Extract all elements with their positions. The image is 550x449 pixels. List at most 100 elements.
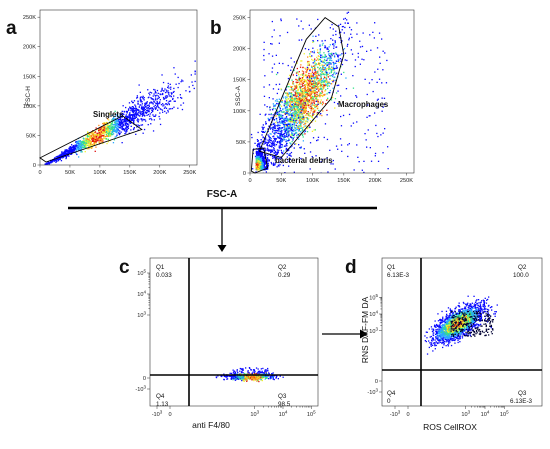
singlet-event	[141, 101, 143, 103]
macrophage-event	[276, 153, 278, 155]
macrophage-event	[330, 71, 332, 74]
macrophage-event	[269, 106, 271, 108]
singlet-event	[90, 141, 92, 143]
singlet-event	[125, 120, 127, 123]
singlet-event	[146, 101, 148, 103]
singlet-event	[121, 128, 123, 130]
macrophage-event	[325, 77, 328, 79]
macrophage-event	[276, 102, 278, 105]
singlet-event	[123, 121, 125, 123]
singlet-event	[145, 106, 147, 108]
sparse-event	[339, 23, 342, 25]
macrophage-event	[271, 127, 273, 129]
macrophage-event	[338, 36, 341, 39]
macrophage-event	[284, 128, 286, 130]
singlet-event	[157, 106, 159, 108]
debris-event	[263, 157, 265, 159]
singlet-event	[87, 140, 89, 142]
macrophage-event	[312, 41, 314, 43]
singlet-event	[59, 154, 61, 156]
macrophage-event	[298, 129, 300, 131]
macrophage-event	[308, 99, 311, 101]
macrophage-event	[273, 122, 275, 125]
singlet-event	[165, 100, 168, 102]
debris-event	[261, 164, 263, 166]
macrophage-event	[279, 130, 281, 132]
macrophage-event	[297, 98, 299, 100]
singlet-event	[117, 115, 119, 117]
macrophage-event	[336, 72, 338, 74]
singlet-event	[166, 91, 168, 93]
singlet-event	[98, 128, 100, 130]
singlet-event	[91, 133, 93, 135]
macrophage-event	[292, 98, 294, 100]
macrophage-event	[299, 88, 302, 90]
singlet-event	[121, 126, 123, 129]
macrophage-event	[301, 90, 304, 92]
macrophage-event	[296, 62, 298, 64]
sparse-event	[303, 148, 305, 150]
debris-event	[255, 162, 257, 164]
macrophage-event	[299, 94, 301, 97]
singlet-event	[142, 118, 144, 120]
macrophage-event	[304, 67, 306, 69]
macrophage-event	[304, 88, 306, 90]
macrophage-event	[327, 76, 329, 78]
macrophage-event	[319, 101, 322, 103]
debris-event	[257, 143, 259, 146]
macrophage-event	[312, 86, 315, 88]
macrophage-event	[281, 121, 283, 124]
sparse-event	[329, 149, 331, 151]
macrophage-event	[295, 112, 297, 114]
singlet-event	[67, 152, 69, 154]
macrophage-event	[334, 40, 336, 42]
macrophage-event	[298, 130, 300, 132]
macrophage-event	[324, 83, 327, 85]
macrophage-event	[301, 118, 303, 121]
macrophage-event	[313, 89, 315, 92]
macrophage-event	[315, 77, 318, 79]
sparse-event	[264, 104, 266, 106]
macrophage-event	[317, 83, 319, 85]
macrophage-event	[312, 75, 314, 77]
macrophage-event	[318, 62, 320, 64]
macrophage-event	[321, 60, 323, 62]
sparse-event	[312, 40, 314, 42]
singlet-event	[132, 110, 134, 112]
macrophage-event	[278, 111, 280, 113]
sparse-event	[276, 92, 278, 95]
macrophage-event	[284, 122, 286, 125]
singlet-event	[89, 141, 91, 143]
singlet-event	[103, 132, 105, 134]
debris-event	[267, 164, 270, 166]
macrophage-event	[302, 71, 305, 73]
macrophage-event	[321, 114, 323, 117]
sparse-event	[297, 134, 299, 136]
macrophage-event	[281, 140, 283, 143]
macrophage-event	[300, 127, 302, 129]
sparse-event	[287, 64, 289, 67]
macrophage-event	[311, 79, 314, 82]
sparse-event	[317, 139, 319, 141]
sparse-event	[272, 98, 274, 100]
macrophage-event	[276, 113, 279, 115]
singlet-event	[132, 111, 135, 113]
macrophage-event	[314, 58, 316, 60]
debris-event	[261, 153, 263, 155]
singlet-event	[131, 110, 134, 113]
sparse-event	[298, 144, 300, 146]
singlet-event	[76, 153, 78, 156]
macrophage-event	[267, 130, 269, 133]
singlet-event	[76, 140, 79, 143]
debris-event	[257, 146, 259, 148]
macrophage-event	[302, 110, 304, 112]
macrophage-event	[319, 44, 321, 46]
sparse-event	[382, 50, 384, 52]
macrophage-event	[311, 97, 313, 99]
sparse-event	[357, 156, 359, 158]
macrophage-event	[281, 140, 283, 142]
macrophage-event	[281, 120, 283, 122]
singlet-event	[92, 139, 94, 142]
macrophage-event	[273, 142, 275, 144]
macrophage-event	[332, 96, 334, 99]
